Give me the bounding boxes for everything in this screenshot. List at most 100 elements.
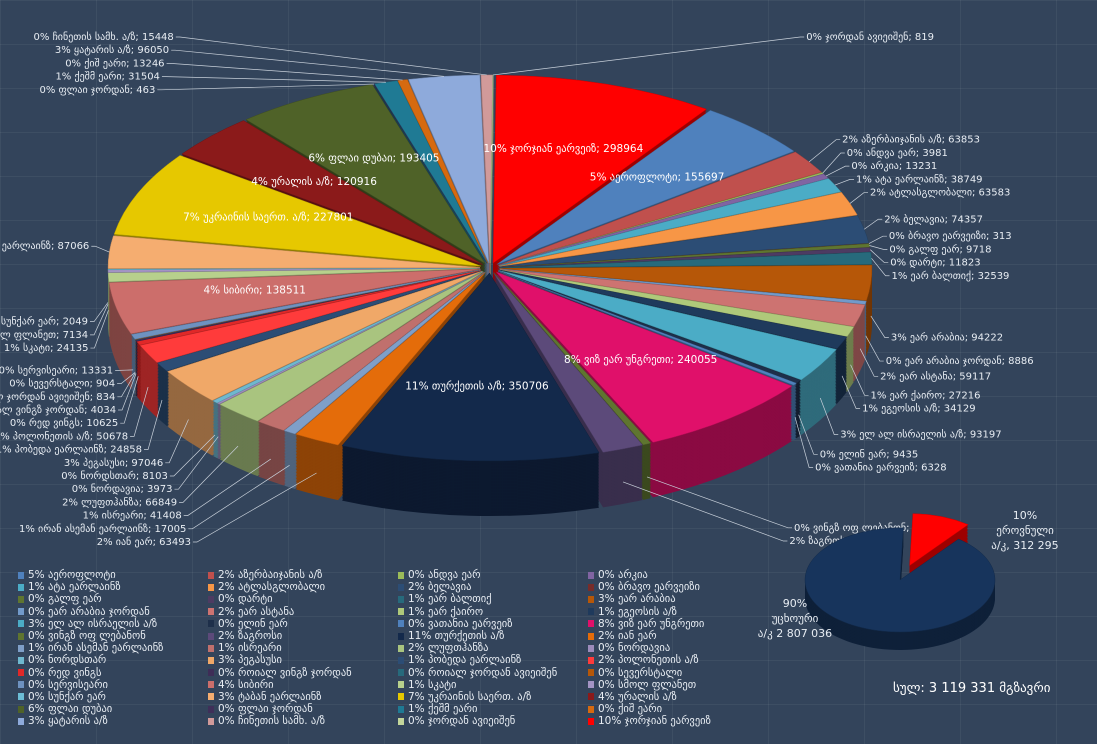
pie-slice-side — [490, 101, 494, 290]
pie-slice-side — [490, 119, 494, 308]
legend-label: 3% ეარ არაბია — [598, 593, 676, 606]
pie-slice — [212, 271, 483, 404]
legend-label: 10% ჯორჯიან ეარვეიზ — [598, 715, 711, 728]
leader-line — [174, 436, 219, 490]
leader-line — [859, 348, 879, 377]
pie-slice — [156, 270, 482, 372]
leader-line — [91, 245, 110, 253]
legend-item: 11% თურქეთის ა/ზ — [398, 630, 588, 642]
pie-slice-side — [490, 122, 494, 311]
legend-label: 11% თურქეთის ა/ზ — [408, 630, 505, 643]
leader-line — [144, 399, 163, 450]
data-label: 5% აეროფლოტი; 155697 — [590, 171, 725, 183]
pie-slice-side — [490, 105, 494, 294]
leader-line — [166, 63, 403, 81]
legend-swatch — [18, 717, 24, 725]
legend-label: 2% ბელავია — [408, 581, 472, 594]
legend-label: 0% როიალ ვინგზ ჯორდან — [218, 666, 352, 679]
legend-swatch — [18, 705, 24, 713]
data-label: 0% რედ ვინგს; 10625 — [10, 417, 118, 429]
legend-label: 0% ნორდსთარ — [28, 654, 107, 667]
pie-slice — [499, 268, 867, 305]
data-label: 10% ჯორჯიან ეარვეიზ; 298964 — [483, 143, 643, 155]
legend-swatch — [18, 583, 24, 591]
legend-swatch — [398, 644, 404, 652]
data-label: 2% ბელავია; 74357 — [884, 213, 983, 225]
legend-item: 2% პოლონეთის ა/ზ — [588, 654, 778, 666]
legend-item: 0% გალფ ეარ — [18, 593, 208, 605]
leader-line — [115, 369, 134, 371]
data-label: 3% ეარ არაბია; 94222 — [891, 332, 1003, 344]
pie-slice-side — [490, 110, 494, 299]
data-label: 0% ვინგზ ოფ ლებანონ; 11186 — [794, 522, 945, 534]
pie-slice-side — [490, 126, 494, 315]
legend-item: 2% ზაგროსი — [208, 630, 398, 642]
pie-slice-side — [490, 117, 494, 306]
legend-swatch — [588, 681, 594, 689]
leader-line — [183, 458, 271, 516]
leader-line — [179, 445, 239, 503]
pie-slice — [496, 110, 795, 265]
pie-slice-side — [490, 99, 494, 288]
legend-label: 0% არკია — [598, 569, 648, 582]
pie-slice — [341, 272, 600, 462]
legend-swatch — [398, 669, 404, 677]
legend-label: 0% სუნქარ ეარ — [28, 690, 106, 703]
legend-label: 3% პეგასუსი — [218, 654, 282, 667]
pie-slice-side — [490, 98, 494, 287]
legend-label: 0% გალფ ეარ — [28, 593, 102, 606]
pie-slice-side — [490, 96, 494, 285]
legend-item: 10% ჯორჯიან ეარვეიზ — [588, 715, 778, 727]
pie-slice-side — [490, 129, 494, 318]
pie-slice-side — [490, 128, 494, 317]
legend-item: 1% პობედა ეარლაინზ — [398, 654, 588, 666]
legend-label: 4% ურალის ა/ზ — [598, 690, 677, 703]
legend-swatch — [18, 595, 24, 603]
data-label: 0% დარტი; 11823 — [890, 257, 980, 269]
data-label: 0% ქიშ ეარი; 13246 — [65, 57, 164, 69]
legend-label: 0% ნორდავია — [598, 642, 671, 655]
leader-line — [822, 152, 845, 174]
legend-swatch — [588, 693, 594, 701]
data-label: 0% ნორდსთარ; 8103 — [61, 470, 168, 482]
legend-label: 0% ფლაი ჯორდან — [218, 703, 313, 716]
leader-line — [192, 472, 317, 543]
pie-slice-side — [490, 111, 494, 300]
data-label: 0% ფლაი ჯორდან; 463 — [39, 84, 155, 96]
pie-slice — [108, 268, 481, 335]
data-label: 0% ჯორდან ავიეიშენ; 819 — [806, 31, 934, 43]
legend-item: 0% რედ ვინგს — [18, 667, 208, 679]
label-pct: 90% — [782, 597, 808, 610]
legend-item: 8% ვიზ ეარ უნგრეთი — [588, 618, 778, 630]
legend-label: 7% უკრაინის საერთ. ა/ზ — [408, 690, 532, 703]
summary-pie-slice — [909, 513, 969, 567]
pie-slice-side — [490, 102, 494, 291]
legend-swatch — [588, 717, 594, 725]
data-label: 0% სუნქარ ეარ; 2049 — [0, 316, 88, 328]
legend-swatch — [588, 644, 594, 652]
leader-line — [161, 76, 386, 83]
legend-swatch — [208, 656, 214, 664]
legend-item: 1% ირან ასემან ეარლაინზ — [18, 642, 208, 654]
data-label: 0% როიალ ვინგზ ჯორდან; 4034 — [0, 404, 116, 416]
legend-label: 2% ატლასგლობალი — [218, 581, 326, 594]
legend-label: 0% დარტი — [218, 593, 273, 606]
legend-swatch — [588, 632, 594, 640]
legend-swatch — [208, 644, 214, 652]
legend-swatch — [208, 705, 214, 713]
pie-slice — [497, 270, 798, 386]
legend-label: 1% ირან ასემან ეარლაინზ — [28, 642, 164, 655]
summary-pie-slice — [804, 527, 996, 633]
legend-label: 2% იან ეარ — [598, 630, 657, 643]
legend-swatch — [18, 571, 24, 579]
legend-swatch — [18, 632, 24, 640]
legend-item: 1% ეგეოსის ა/ზ — [588, 606, 778, 618]
total-passengers: სულ: 3 119 331 მგზავრი — [893, 681, 1051, 696]
leader-line — [819, 397, 839, 435]
legend-label: 3% ელ ალ ისრაელის ა/ზ — [28, 617, 158, 630]
legend-swatch — [588, 595, 594, 603]
pie-slice — [374, 80, 488, 264]
legend-item: 0% ჩინეთის სამხ. ა/ზ — [208, 715, 398, 727]
pie-slice — [219, 271, 484, 422]
pie-slice-side — [490, 108, 494, 297]
